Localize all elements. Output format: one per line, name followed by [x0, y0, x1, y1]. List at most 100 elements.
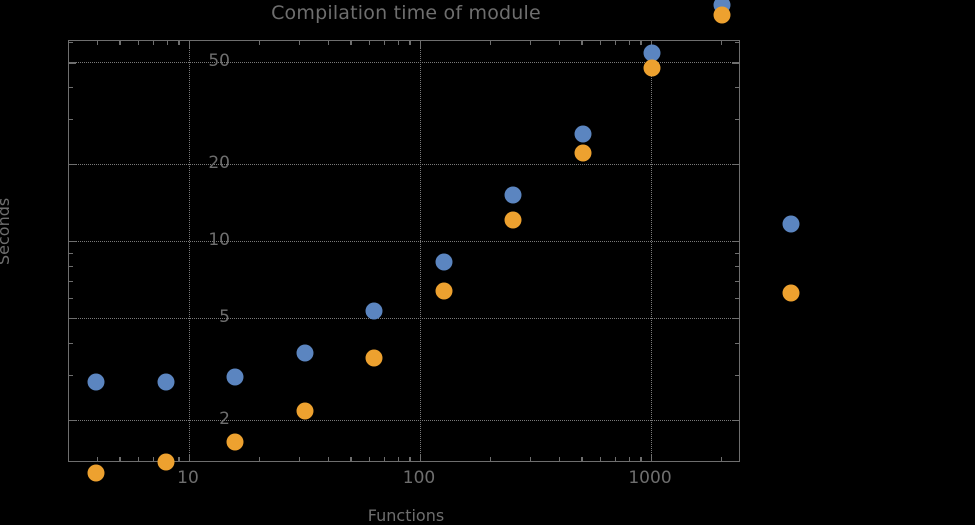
y-tick-label-10: 10	[208, 230, 230, 250]
data-point	[296, 344, 314, 362]
y-tick-minor	[735, 265, 739, 267]
y-tick-label-50: 50	[208, 51, 230, 72]
data-point	[504, 211, 522, 229]
x-tick-minor	[368, 41, 370, 45]
x-tick-minor	[581, 457, 583, 461]
x-tick-minor	[119, 41, 121, 45]
data-point	[713, 6, 731, 24]
data-point	[226, 368, 244, 386]
data-point	[365, 302, 383, 320]
y-tick-major	[732, 317, 739, 320]
y-tick-minor	[69, 374, 73, 376]
y-tick-label-2: 2	[219, 408, 230, 429]
y-tick-major	[69, 419, 76, 421]
data-point	[435, 253, 453, 271]
x-tick-minor	[628, 457, 630, 461]
x-tick-major	[189, 41, 191, 48]
x-tick-minor	[640, 41, 642, 45]
x-tick-major	[651, 454, 653, 461]
x-tick-minor	[720, 457, 722, 461]
gridline-y-20	[69, 164, 739, 166]
x-axis-title: Functions	[367, 506, 445, 525]
y-tick-minor	[735, 297, 739, 299]
gridline-y-5	[69, 317, 739, 319]
y-tick-major	[69, 164, 76, 166]
data-point	[365, 349, 383, 367]
data-point	[782, 215, 800, 233]
y-tick-minor	[69, 297, 73, 299]
x-tick-minor	[628, 41, 630, 45]
y-tick-major	[69, 317, 76, 320]
x-tick-label-10: 10	[177, 468, 199, 488]
y-tick-major	[69, 241, 76, 243]
y-tick-label-20: 20	[208, 153, 230, 174]
x-tick-minor	[166, 41, 168, 45]
y-tick-minor	[69, 119, 73, 121]
data-point	[226, 433, 244, 451]
x-tick-minor	[350, 457, 352, 461]
x-tick-minor	[599, 457, 601, 461]
x-tick-minor	[153, 457, 155, 461]
x-tick-major	[420, 41, 422, 48]
x-tick-minor	[384, 41, 386, 45]
y-tick-minor	[735, 87, 739, 89]
y-tick-minor	[69, 280, 73, 282]
data-point	[157, 373, 175, 391]
data-point	[643, 59, 661, 77]
x-tick-minor	[489, 457, 491, 461]
data-point	[782, 284, 800, 302]
gridline-y-2	[69, 419, 739, 421]
y-tick-minor	[69, 342, 73, 344]
y-tick-major	[732, 419, 739, 421]
x-tick-minor	[178, 457, 180, 461]
x-tick-minor	[530, 41, 532, 45]
y-tick-label-5: 5	[219, 306, 230, 327]
data-point	[435, 282, 453, 300]
x-tick-minor	[559, 457, 561, 461]
x-tick-minor	[615, 457, 617, 461]
x-tick-minor	[299, 41, 301, 45]
x-tick-minor	[720, 41, 722, 45]
y-tick-minor	[69, 87, 73, 89]
x-tick-minor	[299, 457, 301, 461]
x-tick-minor	[178, 41, 180, 45]
x-tick-major	[420, 454, 422, 461]
y-tick-minor	[69, 252, 73, 254]
y-tick-major	[732, 62, 739, 64]
data-point	[574, 144, 592, 161]
data-point	[504, 186, 522, 204]
y-tick-minor	[735, 342, 739, 344]
gridline-y-10	[69, 241, 739, 242]
y-tick-minor	[735, 42, 739, 44]
x-tick-minor	[350, 41, 352, 45]
data-point	[87, 464, 105, 482]
x-tick-minor	[615, 41, 617, 45]
data-point	[574, 125, 592, 143]
x-tick-minor	[640, 457, 642, 461]
x-tick-minor	[409, 457, 411, 461]
data-point	[643, 44, 661, 62]
chart-title: Compilation time of module	[271, 2, 541, 24]
y-tick-minor	[735, 119, 739, 121]
y-tick-minor	[735, 252, 739, 254]
gridline-y-50	[69, 62, 739, 64]
y-tick-major	[69, 62, 76, 64]
x-tick-minor	[559, 41, 561, 45]
x-tick-label-1000: 1000	[628, 468, 672, 488]
x-tick-label-100: 100	[402, 468, 436, 488]
y-tick-minor	[69, 42, 73, 44]
y-tick-minor	[735, 374, 739, 376]
x-tick-minor	[119, 457, 121, 461]
x-tick-minor	[137, 41, 139, 45]
x-tick-minor	[599, 41, 601, 45]
x-tick-major	[189, 454, 191, 461]
x-tick-minor	[581, 41, 583, 45]
x-tick-minor	[153, 41, 155, 45]
gridline-x-1000	[651, 41, 652, 461]
x-tick-minor	[384, 457, 386, 461]
gridline-x-10	[189, 41, 190, 461]
x-tick-minor	[489, 41, 491, 45]
y-tick-major	[732, 241, 739, 243]
x-tick-minor	[97, 457, 99, 461]
